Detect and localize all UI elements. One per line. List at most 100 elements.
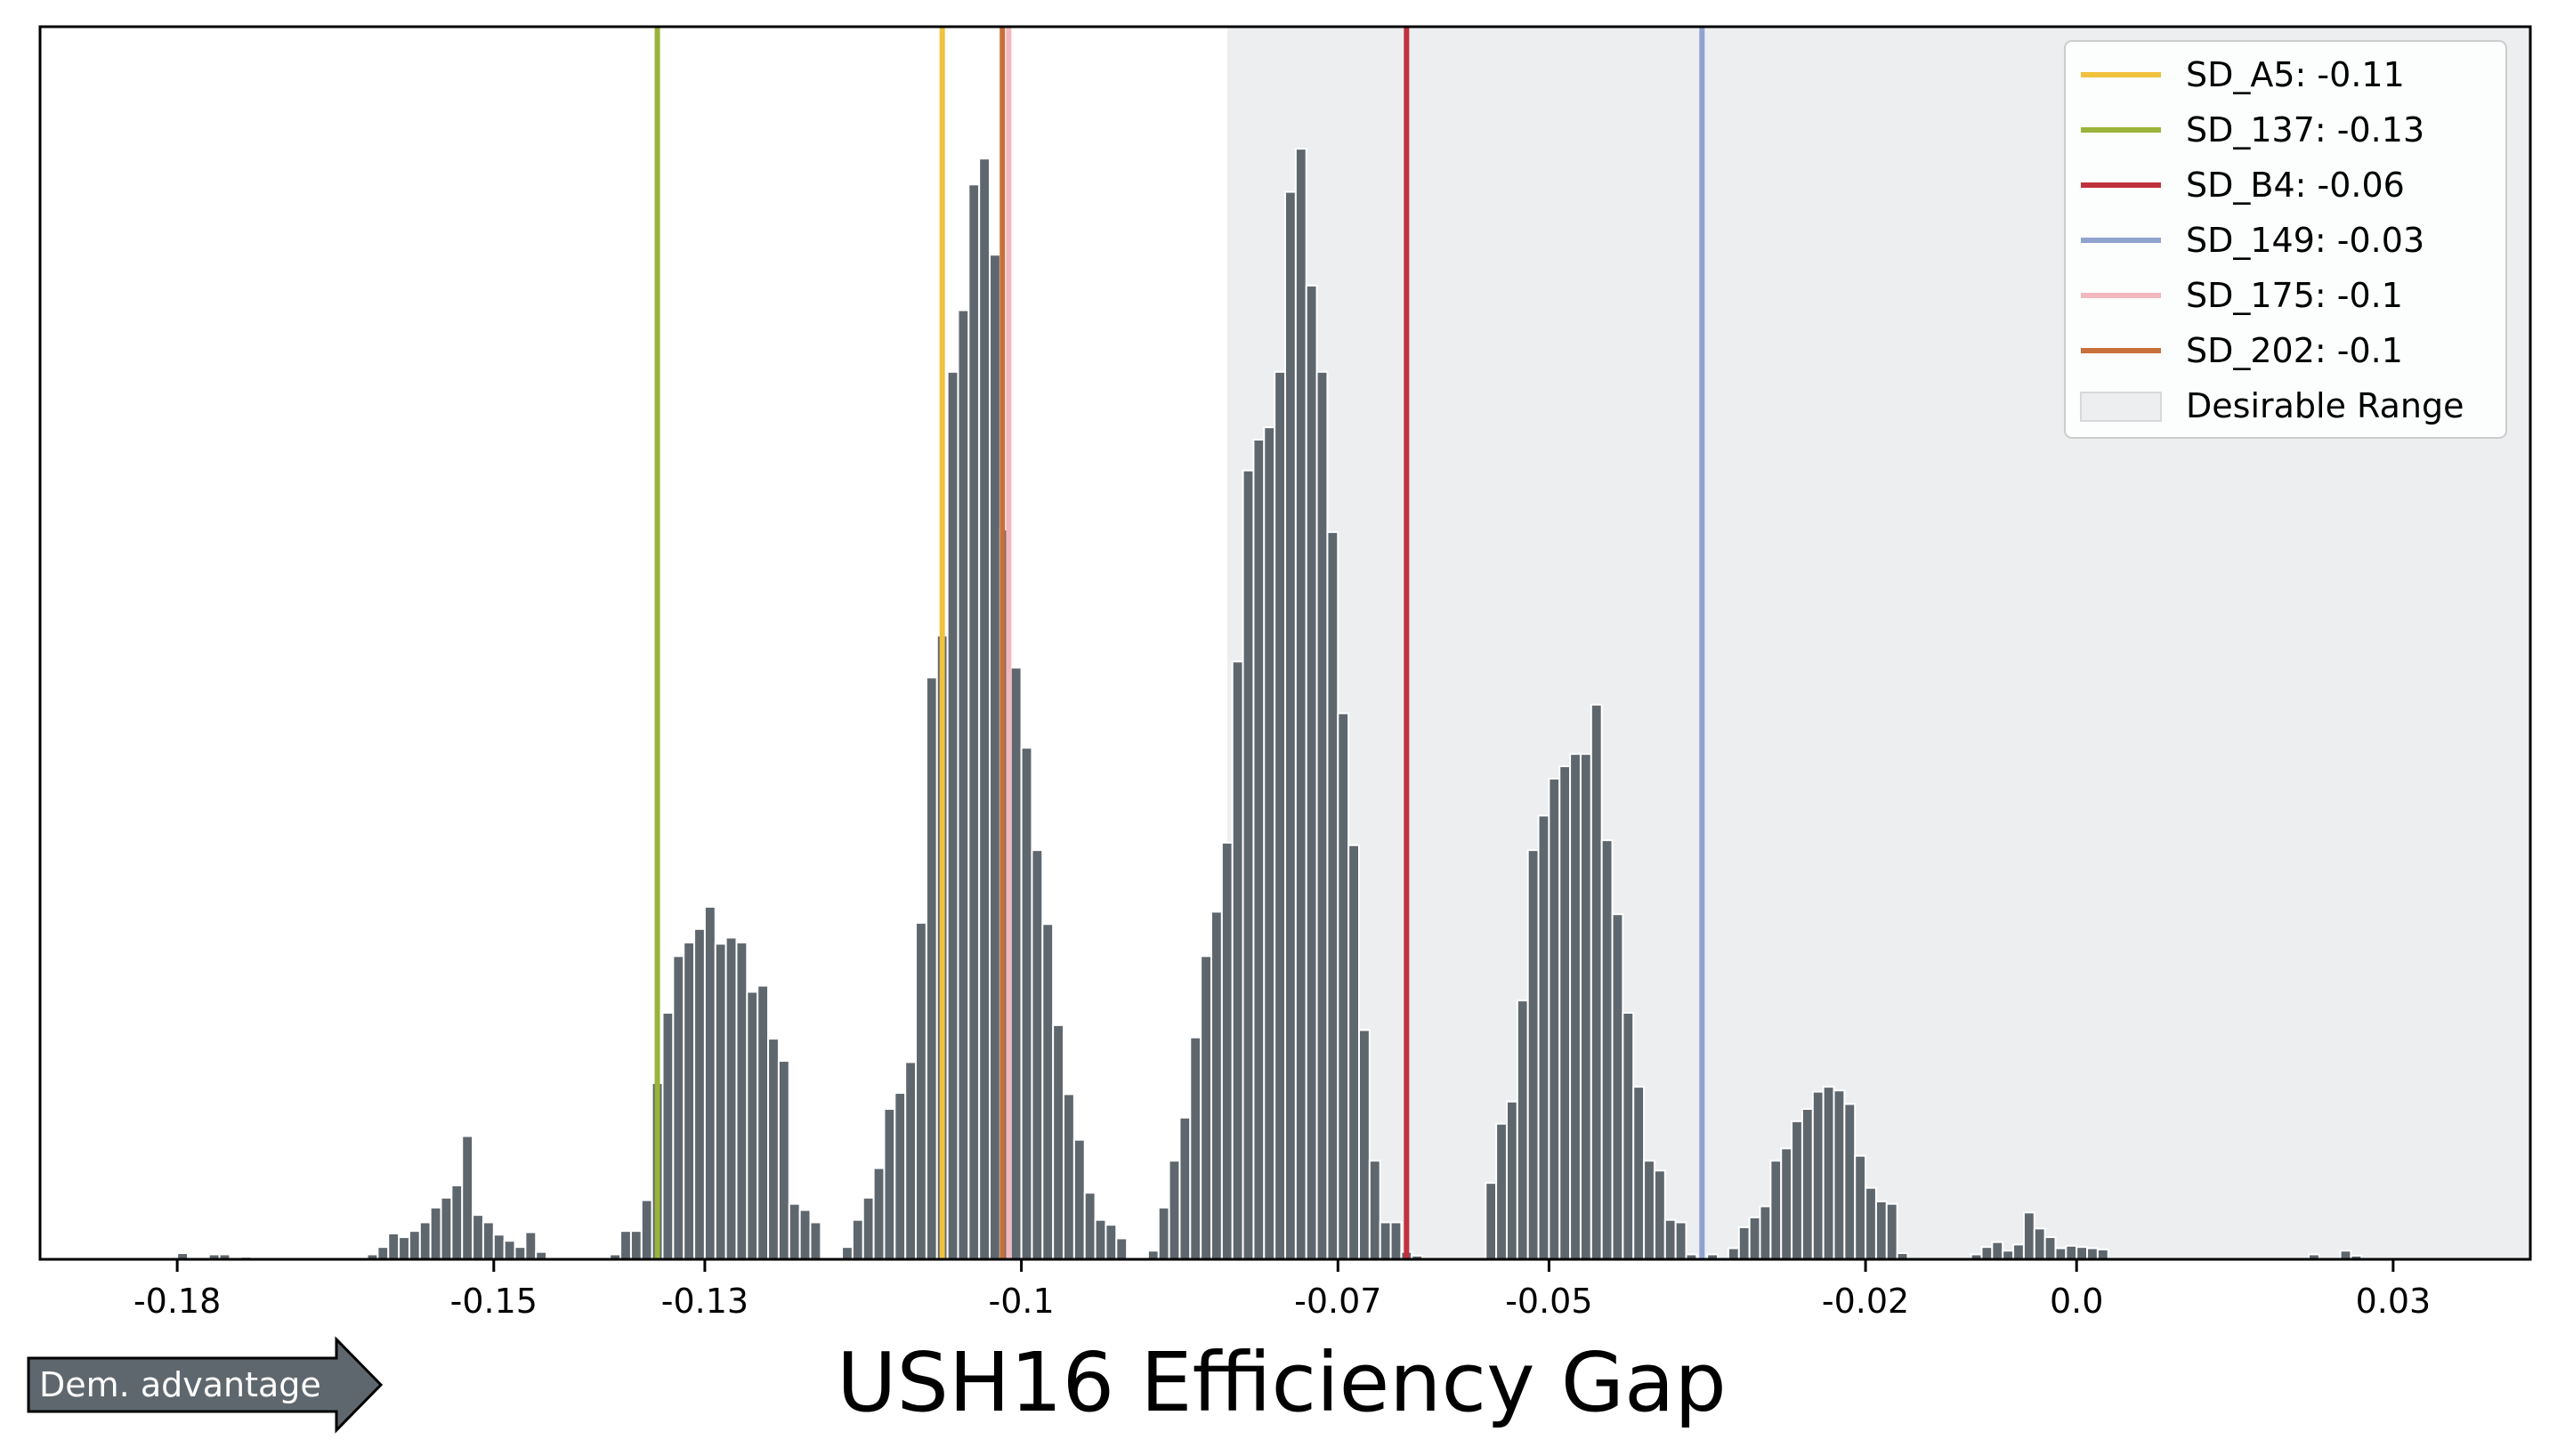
histogram-bar bbox=[1843, 1103, 1857, 1260]
legend-swatch bbox=[2080, 392, 2162, 422]
histogram-bar bbox=[1791, 1120, 1803, 1260]
histogram-bar bbox=[1991, 1241, 2004, 1260]
histogram-bar bbox=[1083, 1192, 1096, 1260]
chart-title: USH16 Efficiency Gap bbox=[837, 1335, 1727, 1430]
histogram-bar bbox=[1748, 1216, 1761, 1261]
x-tick-label: -0.02 bbox=[1822, 1282, 1909, 1321]
histogram-bar bbox=[1874, 1200, 1888, 1261]
histogram-bar bbox=[1800, 1108, 1814, 1261]
histogram-bar bbox=[1157, 1206, 1170, 1260]
histogram-bar bbox=[2065, 1244, 2078, 1261]
histogram-bar bbox=[1274, 370, 1286, 1260]
legend-label: SD_A5: -0.11 bbox=[2186, 55, 2405, 94]
histogram-bar bbox=[841, 1246, 854, 1261]
reference-lines bbox=[654, 27, 1705, 1259]
histogram-bar bbox=[1653, 1169, 1666, 1261]
histogram-bar bbox=[2012, 1243, 2025, 1261]
histogram-bar bbox=[1210, 910, 1223, 1261]
histogram-bar bbox=[1622, 1012, 1635, 1260]
histogram-bar bbox=[2033, 1227, 2046, 1260]
histogram-bar bbox=[724, 936, 738, 1260]
arrow-shape bbox=[27, 1336, 384, 1434]
x-axis-ticks: -0.18 -0.15 -0.13 -0.1 -0.07 -0.05 -0.02 0.0 0.0… bbox=[134, 1259, 2431, 1321]
histogram-bar bbox=[967, 183, 981, 1260]
histogram-bar bbox=[946, 370, 959, 1260]
histogram-bar bbox=[1885, 1202, 1898, 1261]
histogram-bar bbox=[503, 1240, 516, 1260]
histogram-bar bbox=[481, 1221, 495, 1260]
legend-label: SD_175: -0.1 bbox=[2186, 276, 2403, 315]
histogram-bar bbox=[714, 942, 727, 1260]
histogram-bar bbox=[1548, 777, 1561, 1260]
histogram-bar bbox=[1516, 999, 1529, 1261]
histogram-bar bbox=[1579, 753, 1592, 1260]
histogram-bar bbox=[1389, 1221, 1403, 1260]
histogram-bar bbox=[1020, 747, 1033, 1260]
histogram-bar bbox=[2096, 1248, 2109, 1261]
histogram-bar bbox=[1526, 849, 1540, 1260]
histogram-bar bbox=[429, 1206, 442, 1260]
histogram-bar bbox=[798, 1209, 812, 1260]
histogram-bar bbox=[1009, 667, 1023, 1260]
histogram-bar bbox=[703, 905, 716, 1260]
histogram-bar bbox=[376, 1246, 390, 1261]
histogram-bar bbox=[1305, 284, 1318, 1261]
histogram-bar bbox=[809, 1221, 822, 1260]
histogram-bar bbox=[1558, 765, 1572, 1260]
histogram-bar bbox=[1833, 1089, 1846, 1260]
histogram-bar bbox=[1643, 1160, 1655, 1260]
histogram-bar bbox=[1769, 1160, 1783, 1260]
histogram-bar bbox=[1485, 1182, 1498, 1261]
histogram-bar bbox=[387, 1232, 401, 1261]
legend-label: Desirable Range bbox=[2186, 386, 2464, 425]
histogram-bar bbox=[1263, 426, 1276, 1260]
histogram-bar bbox=[1663, 1218, 1677, 1261]
histogram-bar bbox=[1189, 1036, 1202, 1260]
histogram-bar bbox=[2086, 1247, 2099, 1261]
legend: SD_A5: -0.11 SD_137: -0.13 SD_B4: -0.06 SD_… bbox=[2064, 40, 2507, 439]
histogram-bar bbox=[1315, 370, 1329, 1260]
histogram-bar bbox=[777, 1060, 790, 1261]
histogram-bar bbox=[978, 158, 991, 1261]
histogram-bar bbox=[1284, 190, 1297, 1261]
histogram-bar bbox=[1674, 1221, 1687, 1260]
histogram-bar bbox=[461, 1135, 474, 1260]
histogram-bar bbox=[862, 1196, 875, 1260]
histogram-bar bbox=[1600, 839, 1614, 1260]
histogram-bar bbox=[672, 955, 685, 1261]
legend-label: SD_137: -0.13 bbox=[2186, 110, 2424, 150]
histogram-bar bbox=[440, 1196, 453, 1260]
histogram-bar bbox=[915, 921, 927, 1261]
histogram-bar bbox=[1242, 469, 1255, 1260]
histogram-bar bbox=[1537, 814, 1550, 1261]
histogram-bar bbox=[1231, 660, 1244, 1260]
histogram-bar bbox=[514, 1246, 527, 1261]
plot-frame bbox=[38, 25, 2532, 1261]
histogram-bar bbox=[757, 984, 770, 1261]
histogram-bar bbox=[1495, 1122, 1508, 1261]
histogram-bar bbox=[1031, 849, 1044, 1260]
histogram-bar bbox=[1115, 1237, 1129, 1260]
histogram-bar bbox=[1379, 1221, 1392, 1260]
histogram-bar bbox=[989, 254, 1001, 1261]
histogram-bar bbox=[1063, 1093, 1075, 1261]
histogram-bar bbox=[1368, 1160, 1381, 1260]
histogram-bar bbox=[872, 1167, 886, 1261]
histogram-bar bbox=[2022, 1211, 2035, 1260]
dem-advantage-arrow: Dem. advantage bbox=[27, 1336, 384, 1434]
histogram-bar bbox=[1505, 1100, 1518, 1260]
histogram-bar bbox=[851, 1218, 864, 1261]
histogram-bar bbox=[1094, 1218, 1107, 1261]
legend-label: SD_149: -0.03 bbox=[2186, 221, 2424, 260]
histogram-bar bbox=[408, 1230, 421, 1261]
histogram-bar bbox=[398, 1236, 410, 1260]
histogram-bar bbox=[1811, 1090, 1825, 1261]
histogram-bar bbox=[640, 1199, 653, 1261]
x-tick-label: -0.05 bbox=[1505, 1282, 1592, 1321]
legend-box bbox=[2064, 40, 2507, 439]
histogram-bar bbox=[1980, 1246, 1994, 1261]
histogram-bar bbox=[661, 1012, 675, 1260]
histogram-bar bbox=[1569, 753, 1582, 1260]
arrow-label: Dem. advantage bbox=[39, 1365, 321, 1404]
